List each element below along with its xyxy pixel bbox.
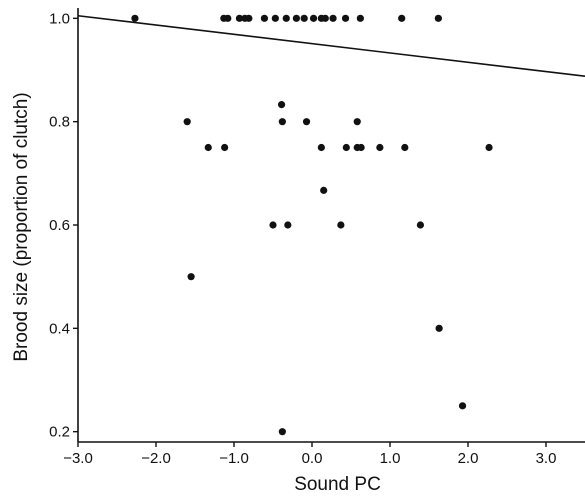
data-point bbox=[485, 143, 493, 152]
y-tick-label: 0.8 bbox=[49, 114, 70, 131]
x-tick-label: 3.0 bbox=[536, 450, 557, 467]
x-tick-label: −3.0 bbox=[63, 450, 93, 467]
data-point bbox=[337, 221, 345, 229]
data-point bbox=[300, 14, 308, 22]
data-point bbox=[292, 14, 300, 22]
data-point bbox=[131, 14, 139, 22]
data-point bbox=[401, 143, 409, 152]
data-point bbox=[269, 221, 277, 229]
data-point bbox=[342, 143, 350, 152]
data-point bbox=[321, 14, 329, 22]
data-point bbox=[245, 14, 253, 22]
data-point bbox=[277, 101, 286, 109]
data-point bbox=[435, 324, 443, 332]
data-point bbox=[398, 14, 406, 22]
data-point bbox=[356, 14, 364, 22]
data-point bbox=[221, 143, 229, 152]
data-point bbox=[317, 143, 325, 152]
data-point bbox=[309, 14, 318, 22]
data-point bbox=[260, 14, 269, 22]
data-point bbox=[235, 14, 244, 22]
x-tick-label: 0.0 bbox=[302, 450, 323, 467]
y-tick-label: 0.6 bbox=[49, 217, 70, 234]
data-point bbox=[458, 402, 467, 410]
data-point bbox=[278, 428, 286, 436]
data-point bbox=[376, 143, 384, 152]
data-point bbox=[341, 14, 350, 22]
data-point bbox=[434, 14, 442, 22]
data-point bbox=[271, 14, 279, 22]
x-tick-label: −2.0 bbox=[141, 450, 171, 467]
y-axis-title: Brood size (proportion of clutch) bbox=[11, 92, 32, 361]
data-point bbox=[204, 143, 212, 152]
data-point bbox=[353, 118, 361, 126]
data-point bbox=[302, 118, 311, 126]
data-point bbox=[284, 221, 292, 229]
data-point bbox=[187, 273, 195, 281]
x-tick-label: 1.0 bbox=[380, 450, 401, 467]
data-point bbox=[278, 118, 286, 126]
data-point bbox=[416, 221, 425, 229]
data-point bbox=[183, 118, 191, 126]
y-tick-label: 0.2 bbox=[49, 424, 70, 441]
x-tick-label: 2.0 bbox=[458, 450, 479, 467]
data-point bbox=[329, 14, 337, 22]
data-point bbox=[320, 186, 328, 194]
y-tick-label: 1.0 bbox=[49, 10, 70, 27]
x-axis-title: Sound PC bbox=[294, 474, 381, 495]
data-point bbox=[282, 14, 290, 22]
y-tick-label: 0.4 bbox=[49, 320, 70, 337]
data-point bbox=[357, 143, 365, 152]
x-tick-label: −1.0 bbox=[219, 450, 249, 467]
data-point bbox=[224, 14, 232, 22]
regression-line bbox=[77, 14, 585, 77]
